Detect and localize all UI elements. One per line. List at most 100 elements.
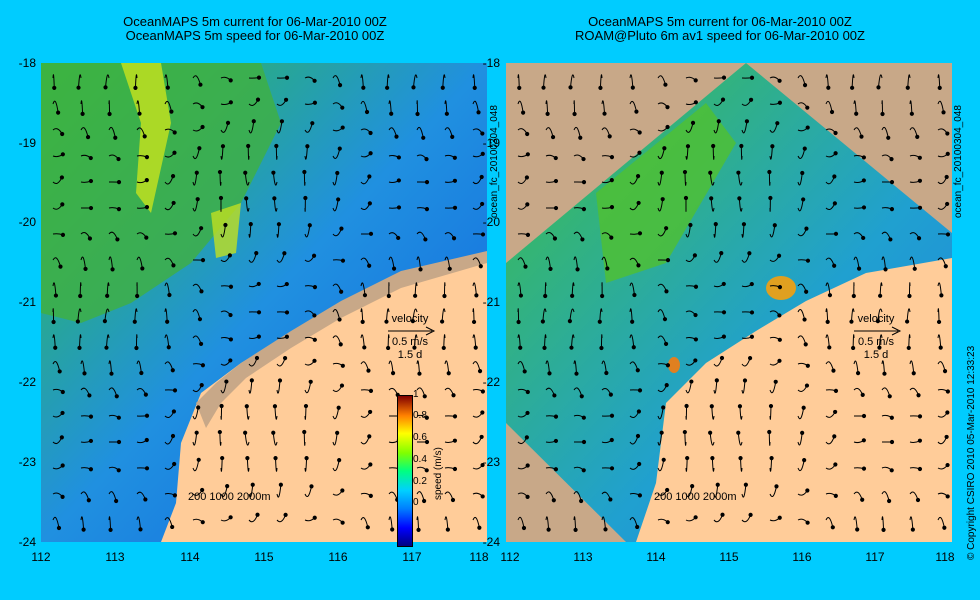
current-arrow-head [943, 264, 948, 269]
eddy-region [41, 63, 281, 323]
current-arrow-head [476, 110, 481, 115]
current-arrow-head [423, 237, 428, 242]
current-arrow-head [102, 319, 107, 324]
current-arrow-head [685, 144, 691, 149]
current-arrow-head [665, 258, 671, 263]
current-arrow [442, 74, 446, 88]
current-arrow-head [802, 82, 808, 88]
current-arrow-head [479, 434, 484, 440]
current-arrow-head [199, 289, 204, 294]
current-arrow [542, 308, 547, 322]
current-arrow [332, 432, 338, 446]
current-arrow-head [311, 253, 317, 258]
current-arrow [545, 100, 549, 114]
current-arrow-head [521, 525, 527, 531]
current-arrow-head [116, 179, 122, 185]
current-arrow-head [737, 404, 743, 409]
current-arrow-head [775, 121, 780, 126]
current-arrow-head [172, 461, 177, 467]
current-arrow-head [599, 345, 604, 351]
current-arrow-head [335, 170, 340, 176]
current-arrow-head [223, 222, 228, 228]
current-arrow-head [368, 130, 373, 136]
current-arrow [881, 491, 890, 502]
current-arrow-head [361, 85, 366, 90]
current-arrow [303, 172, 306, 186]
current-arrow-head [360, 319, 365, 324]
current-arrow [573, 491, 582, 502]
x-tick: 117 [402, 550, 422, 564]
current-arrow-head [474, 293, 479, 298]
current-arrow-head [132, 319, 137, 324]
current-arrow-head [721, 281, 726, 287]
current-arrow-head [196, 457, 201, 462]
current-arrow-head [663, 82, 668, 87]
current-arrow-head [721, 310, 727, 315]
current-arrow-head [138, 527, 143, 532]
current-arrow-head [385, 85, 390, 90]
current-arrow [387, 334, 390, 348]
current-arrow-head [713, 222, 718, 227]
current-arrow-head [572, 111, 577, 117]
current-arrow-head [144, 413, 150, 418]
x-tick: 115 [254, 550, 274, 564]
current-arrow [657, 432, 663, 446]
current-arrow-head [581, 439, 587, 445]
current-arrow [78, 74, 82, 88]
current-arrow-head [284, 334, 290, 339]
current-arrow-head [600, 293, 605, 299]
y-tick: -22 [482, 375, 500, 389]
current-arrow-head [737, 196, 742, 201]
current-arrow [741, 224, 745, 238]
current-arrow-head [772, 223, 777, 228]
current-arrow [52, 308, 55, 322]
current-arrow [244, 172, 250, 186]
current-arrow-head [200, 520, 205, 525]
current-arrow-head [832, 263, 837, 268]
current-arrow-head [688, 222, 693, 228]
current-arrow-head [135, 293, 140, 299]
current-arrow [713, 253, 722, 263]
current-arrow-head [602, 111, 607, 116]
current-arrow-head [57, 369, 62, 374]
current-arrow [248, 380, 253, 394]
current-arrow-head [659, 170, 664, 175]
current-arrow-head [85, 134, 91, 140]
current-arrow-head [861, 466, 867, 471]
current-arrow-head [396, 235, 401, 241]
current-arrow-head [769, 456, 774, 461]
current-arrow-head [412, 345, 417, 350]
current-arrow-head [802, 317, 807, 322]
current-arrow-head [144, 155, 150, 160]
current-arrow [108, 256, 114, 270]
current-arrow-head [109, 371, 114, 376]
current-arrow-head [452, 414, 458, 419]
current-arrow-head [889, 180, 895, 185]
current-arrow-head [362, 293, 368, 298]
current-arrow-head [550, 134, 556, 140]
current-arrow [52, 74, 55, 88]
current-arrow-head [575, 267, 580, 272]
current-arrow-head [116, 207, 122, 212]
velocity-scale: 0.5 m/s [857, 336, 895, 348]
current-arrow-head [944, 174, 949, 180]
current-arrow-head [396, 155, 401, 160]
current-arrow [937, 308, 940, 322]
current-arrow-head [665, 124, 670, 130]
current-arrow [657, 172, 663, 186]
current-arrow [685, 122, 694, 133]
current-arrow-head [609, 466, 615, 471]
current-arrow [769, 123, 778, 133]
current-arrow [443, 334, 446, 348]
current-arrow [304, 381, 312, 394]
y-tick: -23 [18, 455, 36, 469]
current-arrow-head [170, 433, 176, 439]
current-arrow-head [801, 197, 806, 202]
current-arrow-head [200, 105, 205, 110]
hotspot-2 [668, 357, 680, 373]
current-arrow-head [256, 334, 262, 339]
current-arrow-head [284, 75, 290, 80]
current-arrow-head [451, 236, 457, 241]
current-arrow-head [518, 345, 523, 350]
current-arrow-head [832, 434, 837, 439]
